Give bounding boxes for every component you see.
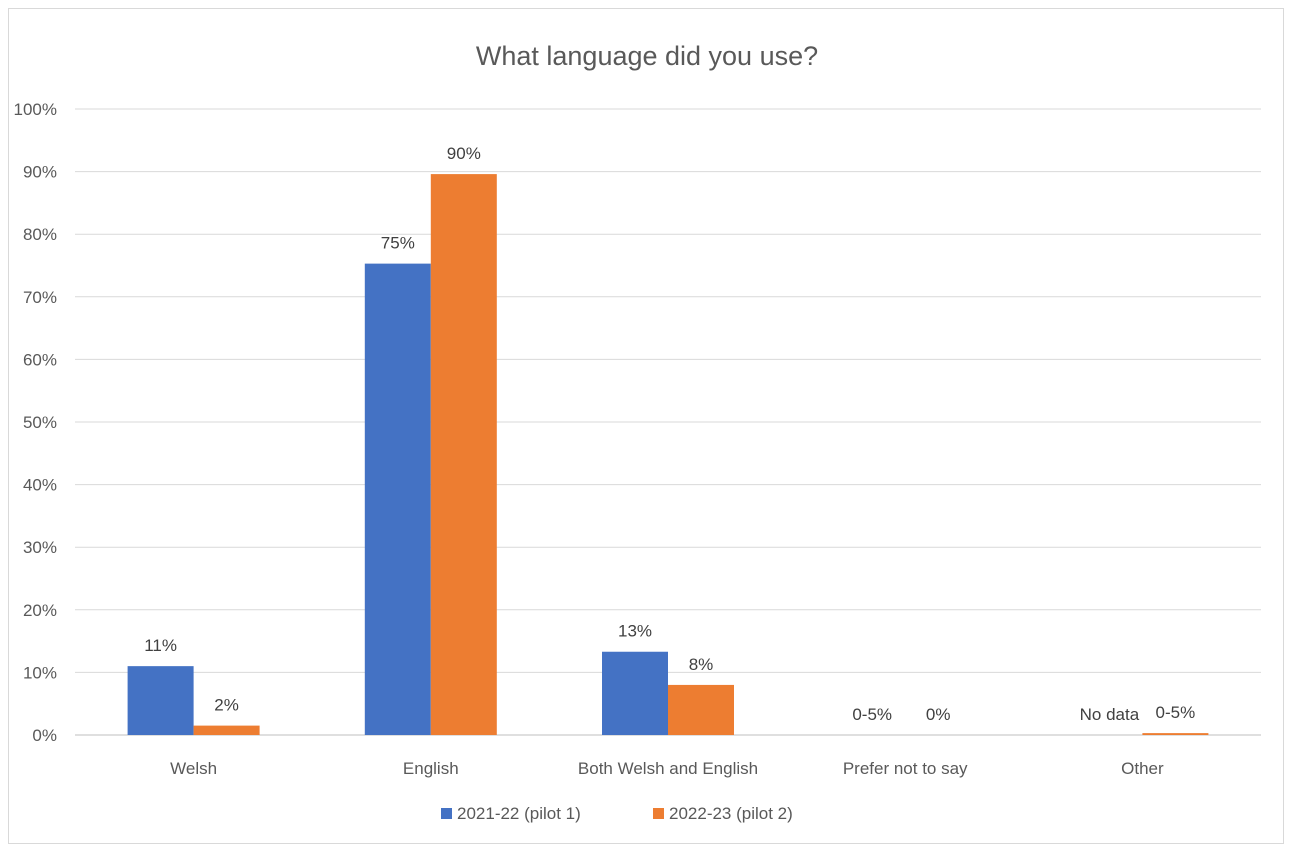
bar (668, 684, 734, 735)
gridlines (75, 108, 1261, 736)
data-label: 2% (214, 696, 239, 715)
category-label: English (403, 759, 459, 778)
data-label: 90% (447, 144, 481, 163)
legend-swatch (653, 808, 664, 819)
y-tick-label: 100% (14, 100, 57, 119)
bar (127, 666, 194, 735)
bar (602, 651, 668, 735)
y-tick-label: 30% (23, 538, 57, 557)
legend-swatch (441, 808, 452, 819)
bar (364, 263, 431, 735)
legend-label: 2021-22 (pilot 1) (457, 804, 581, 823)
y-axis-ticks: 0% 10% 20% 30% 40% 50% 60% 70% 80% 90% 100% (14, 100, 57, 745)
category-label: Welsh (170, 759, 217, 778)
y-tick-label: 80% (23, 225, 57, 244)
bar (430, 174, 497, 735)
y-tick-label: 90% (23, 163, 57, 182)
y-tick-label: 70% (23, 288, 57, 307)
chart-frame: What language did you use? 0% 10% 20% 30% 40… (8, 8, 1284, 844)
chart-title: What language did you use? (476, 41, 818, 71)
data-label: 75% (381, 234, 415, 253)
data-label: 13% (618, 622, 652, 641)
category-label: Other (1121, 759, 1164, 778)
y-tick-label: 50% (23, 413, 57, 432)
data-label: No data (1080, 705, 1140, 724)
y-tick-label: 60% (23, 350, 57, 369)
legend-label: 2022-23 (pilot 2) (669, 804, 793, 823)
x-axis-categories: Welsh English Both Welsh and English Prefer… (170, 759, 1164, 778)
bar (193, 725, 260, 735)
bar (1142, 733, 1209, 735)
data-label: 0-5% (1156, 703, 1196, 722)
category-label: Prefer not to say (843, 759, 968, 778)
data-label: 0% (926, 705, 951, 724)
y-tick-label: 10% (23, 663, 57, 682)
category-label: Both Welsh and English (578, 759, 758, 778)
y-tick-label: 20% (23, 601, 57, 620)
data-label: 0-5% (852, 705, 892, 724)
legend: 2021-22 (pilot 1) 2022-23 (pilot 2) (441, 804, 793, 823)
data-label: 8% (689, 655, 714, 674)
data-labels: 11% 2% 75% 90% 13% 8% 0-5% 0% No data 0-5% (144, 144, 1195, 724)
y-tick-label: 40% (23, 476, 57, 495)
y-tick-label: 0% (32, 726, 57, 745)
bar-chart: What language did you use? 0% 10% 20% 30% 40… (14, 41, 1261, 823)
bars (127, 174, 1209, 735)
data-label: 11% (144, 636, 177, 655)
